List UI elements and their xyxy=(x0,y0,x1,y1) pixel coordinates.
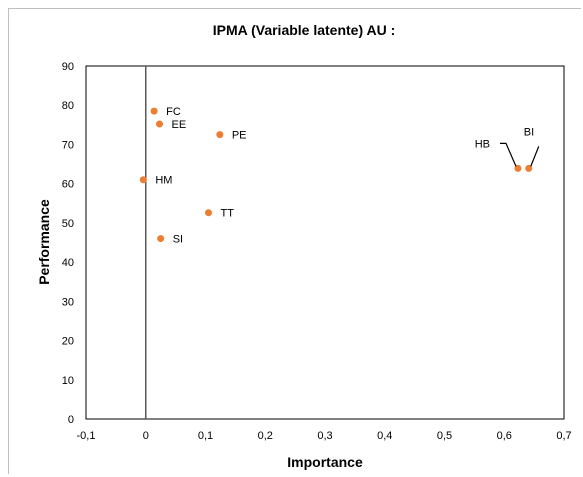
y-tick-label: 90 xyxy=(62,61,74,73)
point-label-ee: EE xyxy=(171,119,186,131)
data-point-hm xyxy=(139,176,147,184)
y-tick-label: 40 xyxy=(62,257,74,269)
y-tick-label: 30 xyxy=(62,296,74,308)
data-point-si xyxy=(157,235,165,243)
point-label-pe: PE xyxy=(232,130,247,142)
point-label-hb: HB xyxy=(475,138,490,150)
y-tick-label: 50 xyxy=(62,218,74,230)
y-tick-label: 0 xyxy=(68,414,74,426)
point-label-bi: BI xyxy=(524,126,534,138)
y-tick-label: 70 xyxy=(62,139,74,151)
chart-title: IPMA (Variable latente) AU : xyxy=(213,22,396,38)
x-tick-label: 0,4 xyxy=(377,430,392,442)
x-tick-label: -0,1 xyxy=(77,430,96,442)
x-tick-label: 0,7 xyxy=(556,430,571,442)
y-tick-label: 60 xyxy=(62,179,74,191)
x-tick-label: 0,2 xyxy=(258,430,273,442)
point-label-si: SI xyxy=(173,234,183,246)
point-label-hm: HM xyxy=(155,175,172,187)
x-tick-label: 0,3 xyxy=(317,430,332,442)
y-tick-label: 10 xyxy=(62,375,74,387)
point-label-tt: TT xyxy=(220,208,234,220)
y-axis-title: Performance xyxy=(36,199,52,285)
y-tick-label: 80 xyxy=(62,100,74,112)
data-point-tt xyxy=(204,209,212,217)
plot-area xyxy=(85,65,565,420)
y-tick-label: 20 xyxy=(62,336,74,348)
x-tick-label: 0,6 xyxy=(497,430,512,442)
x-axis-title: Importance xyxy=(287,454,363,470)
x-tick-label: 0,5 xyxy=(437,430,452,442)
x-tick-labels: -0,1 0 0,1 0,2 0,3 0,4 0,5 0,6 0,7 xyxy=(77,430,572,442)
x-tick-label: 0,1 xyxy=(198,430,213,442)
leader-line-bi xyxy=(530,146,540,167)
data-point-ee xyxy=(155,120,163,128)
data-point-pe xyxy=(216,131,224,139)
leader-line-hb xyxy=(499,142,517,167)
data-point-hb xyxy=(514,164,522,172)
data-point-bi xyxy=(525,164,533,172)
chart-frame xyxy=(8,8,581,474)
data-point-fc xyxy=(150,107,158,115)
point-label-fc: FC xyxy=(166,106,181,118)
y-tick-labels: 0 10 20 30 40 50 60 70 80 90 xyxy=(62,61,74,426)
x-tick-label: 0 xyxy=(143,430,149,442)
